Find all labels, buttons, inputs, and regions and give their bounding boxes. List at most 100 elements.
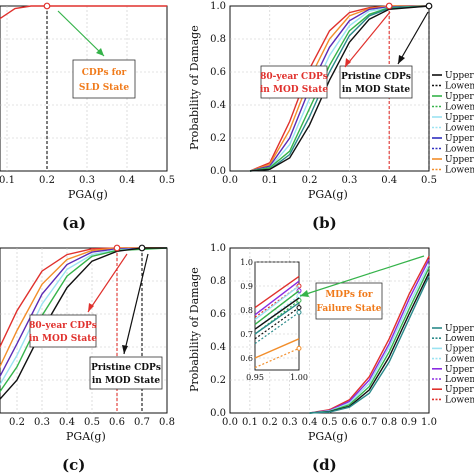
panel-b-arrowhead-red [345,58,351,67]
x-tick-label: 0.2 [262,417,278,428]
panel-d-xlabel: PGA(g) [308,430,348,443]
x-tick-label: 0.6 [341,417,357,428]
legend-label: Lowen [445,395,474,405]
y-tick-label: 0.8 [210,276,226,287]
panel-b-xlabel: PGA(g) [308,188,348,201]
panel-d-ylabel: Probability of Damage [188,267,201,392]
panel-a-arrow [57,10,105,57]
x-tick-label: 0.1 [262,175,278,186]
panel-c-xlabel: PGA(g) [66,430,106,443]
x-tick-label: 0.6 [109,417,125,428]
legend-label: Upper [445,365,474,375]
x-tick-label: 0.5 [159,175,175,186]
inset-y-tick-label: 1.0 [240,258,253,267]
panel-a-annotation-box [72,59,136,99]
legend-label: Lowen [445,166,474,176]
panel-b-annotation-box-2 [339,65,413,99]
inset-series-line-1 [254,280,300,316]
panel-b-arrowhead-black [398,55,405,64]
x-tick-label: 0.7 [361,417,377,428]
panel-c-annotation-1-line1: 80-year CDPs [29,321,97,331]
legend-label: Lowen [445,375,474,385]
panel-b-annotation-box-1 [260,65,328,99]
x-tick-label: 0.5 [84,417,100,428]
series-line-5 [249,5,430,172]
inset-y-tick-label: 0.9 [240,282,253,291]
panel-d: 0.0 0.1 0.2 0.3 0.4 0.5 0.6 0.7 0.8 0.9 1.00.00.20… [188,243,474,474]
panel-d-annotation-box [315,282,383,320]
panel-a-annotation-line1: CDPs for [82,68,127,78]
y-tick-label: 0.0 [210,166,226,177]
legend-label: Lowen [445,145,474,155]
inset-series-lower-4 [254,307,300,340]
series-line-2 [0,247,168,378]
x-tick-label: 0.7 [134,417,150,428]
marker-point [43,2,51,10]
inset-series-line-3 [254,290,300,325]
legend-label: Upper [445,134,474,144]
panel-c-arrowhead-black [122,345,128,354]
legend-label: Upper [445,113,474,123]
inset-marker [296,345,302,351]
x-tick-label: 0.4 [119,175,135,186]
panel-d-annotation-line2: Failure State [316,304,381,314]
x-tick-label: 0.5 [421,175,437,186]
panel-b-annotation-2-line2: in MOD State [342,85,410,95]
inset-x-tick-label: 1.00 [290,373,308,382]
panel-d-label: (d) [312,456,337,474]
panel-c-annotation-box-1 [29,314,97,348]
panel-b-annotation-1-line1: 80-year CDPs [260,72,328,82]
y-tick-label: 0.6 [210,309,226,320]
y-tick-label: 1.0 [210,1,226,12]
inset-series-line-5 [254,302,300,335]
x-tick-label: 0.0 [222,175,238,186]
series-line-3 [0,247,168,386]
series-line-0 [309,255,430,414]
panel-b-annotation-2-line1: Pristine CDPs [341,72,411,82]
inset-series-lower-5 [254,311,300,345]
panel-c: 0.2 0.3 0.4 0.5 0.6 0.7 0.8 PGA(g) (c) 80-year… [0,244,175,474]
x-tick-label: 0.3 [34,417,50,428]
series-line-1 [249,5,429,172]
panel-a: 0.1 0.2 0.3 0.4 0.5 PGA(g) (a) CDPs for SLD … [0,2,175,232]
x-tick-label: 0.1 [242,417,258,428]
marker-point [113,244,121,252]
inset-x-tick-label: 0.95 [246,373,264,382]
series-line-4 [0,247,168,393]
panel-b-ylabel: Probability of Damage [188,25,201,150]
x-tick-label: 0.2 [302,175,318,186]
panel-b-arrow-black [397,11,429,65]
y-tick-label: 0.8 [210,34,226,45]
x-tick-label: 0.3 [282,417,298,428]
panel-d-inset-frame [254,261,300,371]
panel-a-arrowhead [96,48,104,56]
inset-series-line-4 [254,297,300,330]
y-tick-label: 0.2 [210,375,226,386]
marker-point [425,2,433,10]
legend-label: Upper [445,344,474,354]
marker-point [385,2,393,10]
panel-c-annotation-2-line1: Pristine CDPs [91,363,161,373]
legend-label: Lowen [445,103,474,113]
panel-a-label: (a) [62,214,86,232]
panel-d-arrowhead [300,290,309,297]
inset-marker [296,309,302,315]
series-line-3 [249,5,430,172]
y-tick-label: 0.4 [210,342,226,353]
marker-point [138,244,146,252]
x-tick-label: 0.4 [59,417,75,428]
inset-series-line-0 [254,275,300,309]
panel-c-annotation-1-line2: in MOD State [29,334,97,344]
panel-c-annotation-box-2 [89,356,163,390]
y-tick-label: 0.2 [210,133,226,144]
inset-y-tick-label: 0.6 [240,354,253,363]
panel-d-arrow [299,255,425,297]
legend-label: Lowen [445,355,474,365]
y-tick-label: 1.0 [210,243,226,254]
series-line-5 [0,247,167,401]
x-tick-label: 0.2 [39,175,55,186]
panel-b-annotation-1-line2: in MOD State [260,85,328,95]
panel-d-annotation-line1: MDPs for [325,290,373,300]
x-tick-label: 0.3 [341,175,357,186]
series-line-4 [249,5,430,172]
